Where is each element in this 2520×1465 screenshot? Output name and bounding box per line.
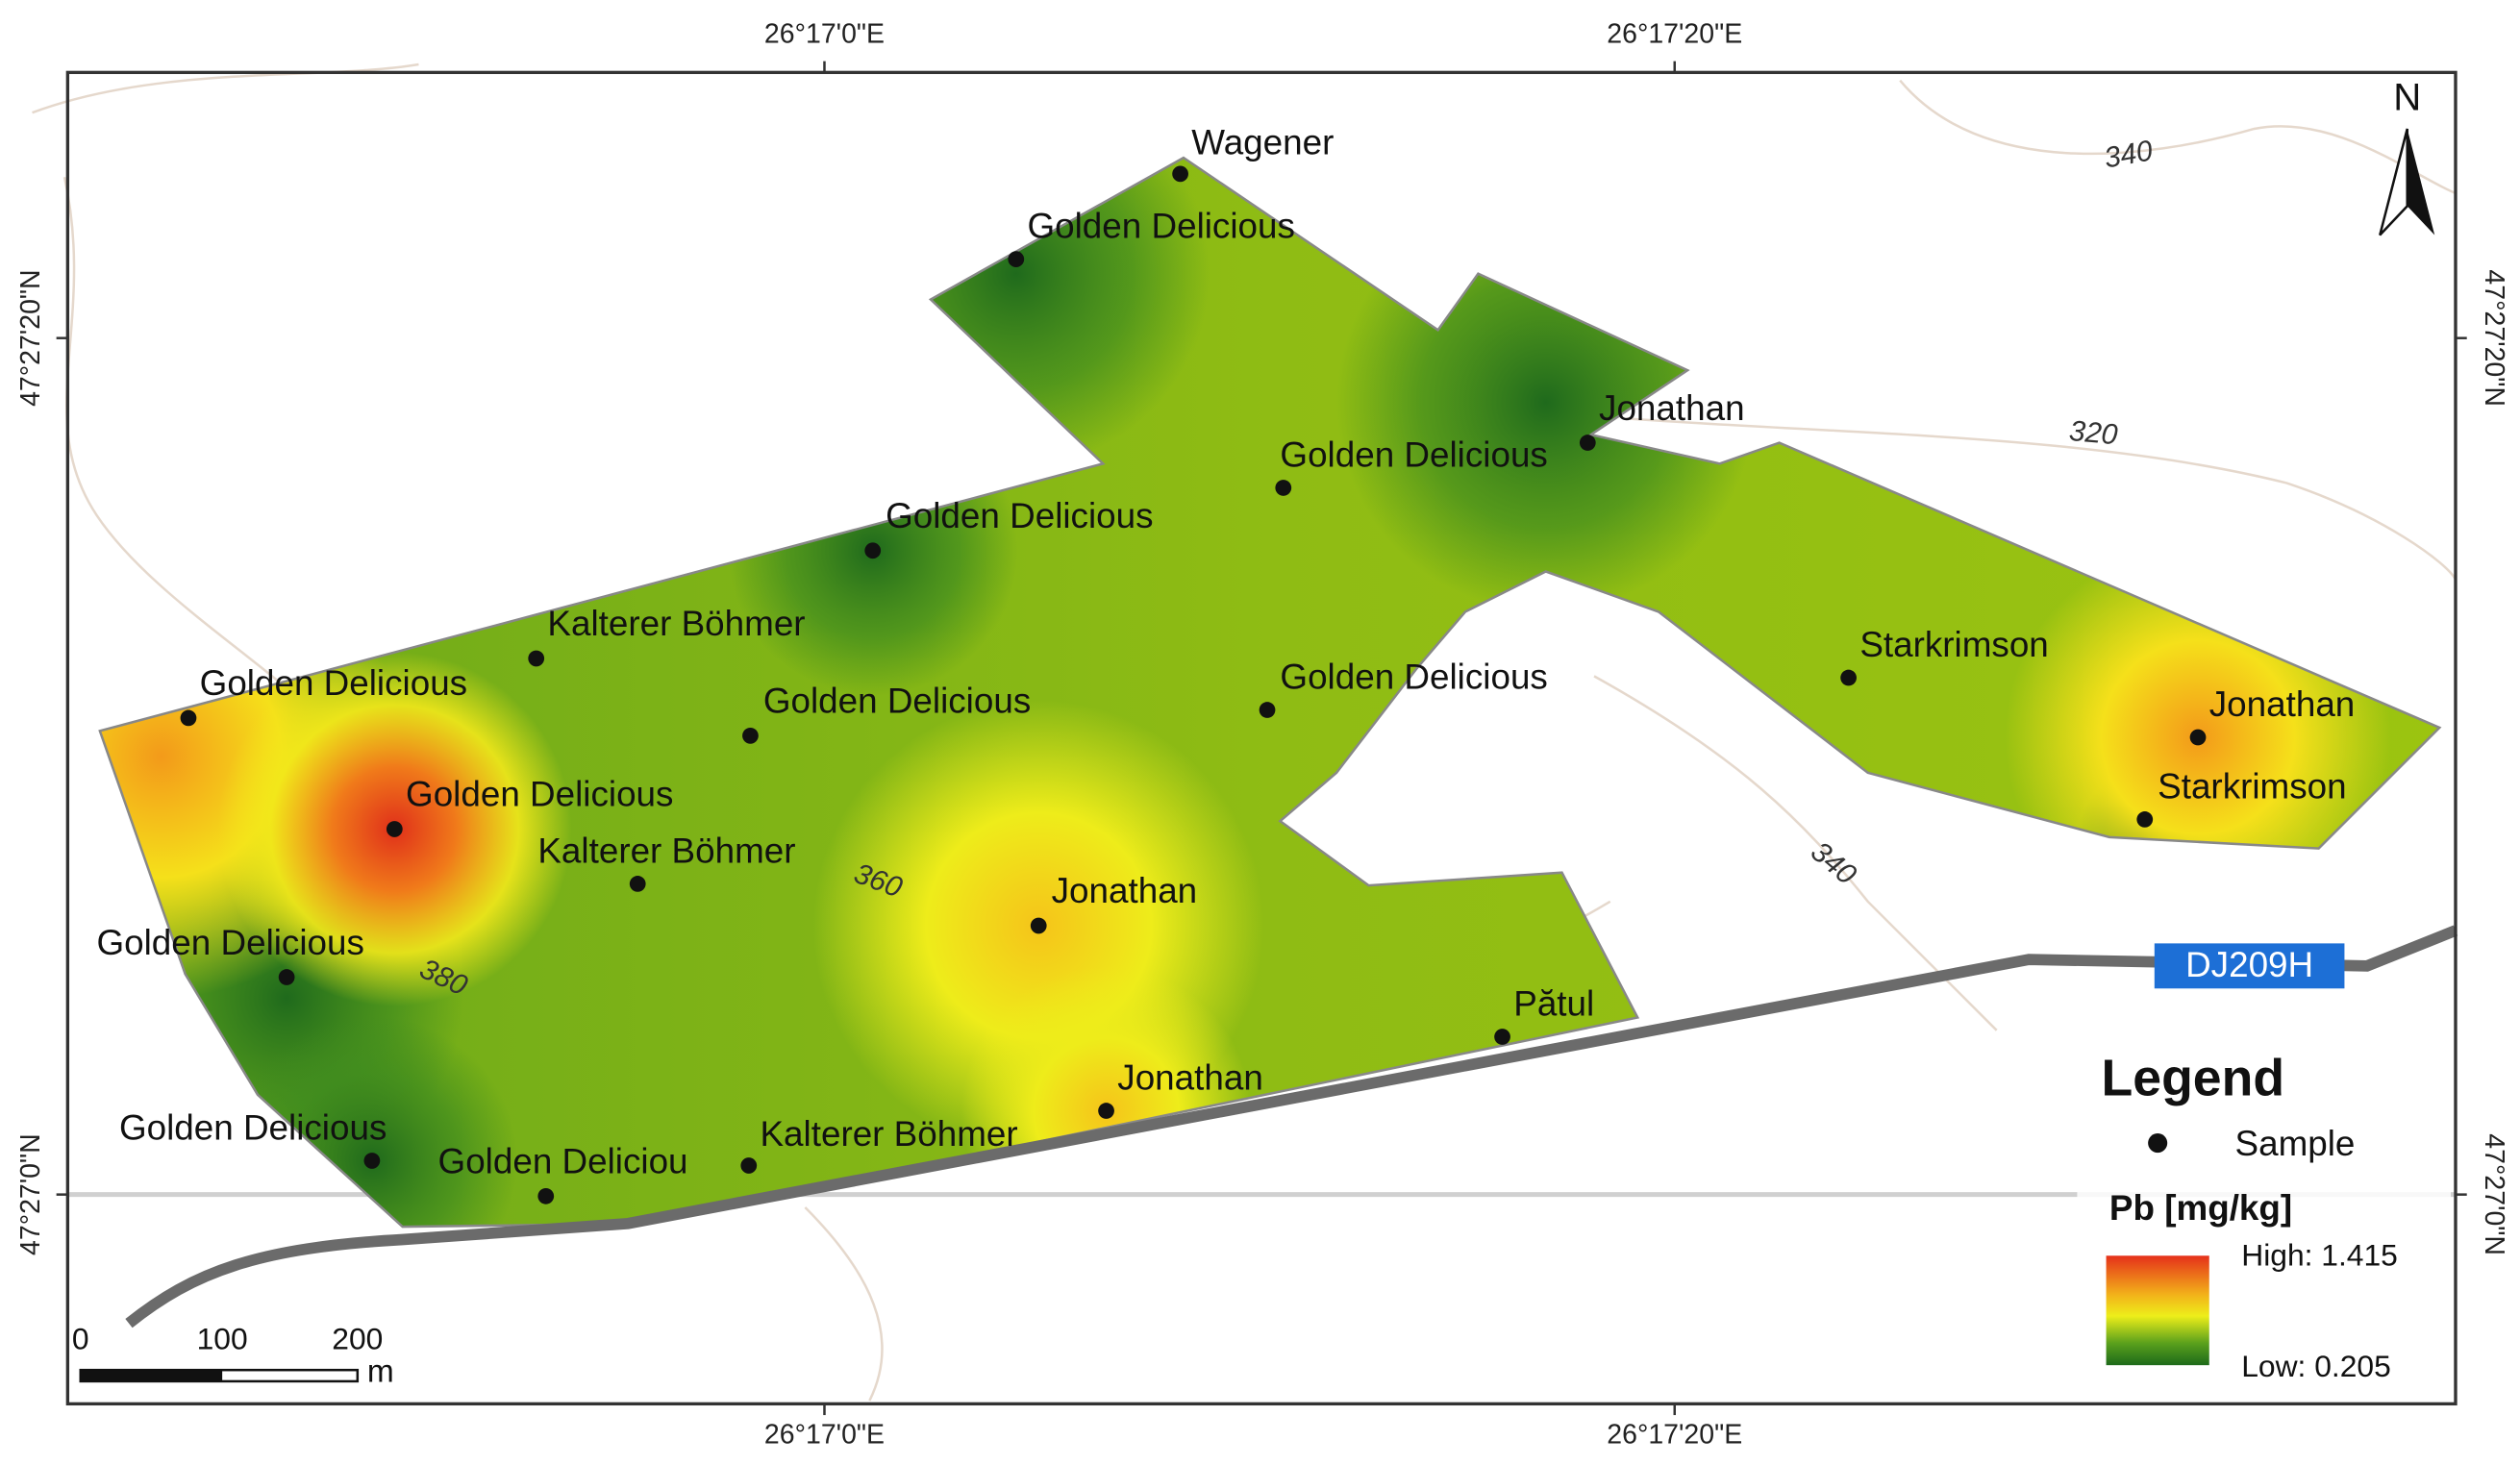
sample-label: Jonathan [1052, 871, 1198, 910]
north-label: N [2393, 75, 2421, 118]
graticule-label-bottom: 26°17'20"E [1607, 1419, 1742, 1450]
sample-point [1494, 1029, 1510, 1045]
sample-point [386, 821, 403, 837]
legend-high: High: 1.415 [2241, 1237, 2398, 1272]
sample-point [1098, 1103, 1114, 1119]
sample-label: Wagener [1191, 122, 1334, 161]
sample-point [864, 542, 882, 559]
scale-bar [79, 1368, 360, 1383]
sample-point [1579, 435, 1596, 451]
sample-point [2136, 811, 2154, 828]
graticule-label-left: 47°27'0"N [15, 1133, 46, 1255]
sample-point [740, 1157, 758, 1174]
sample-label: Starkrimson [1859, 625, 2048, 664]
sample-label: Starkrimson [2158, 766, 2346, 806]
sample-label: Golden Delicious [97, 923, 364, 962]
scale-tick-label: 100 [197, 1321, 248, 1355]
road-label: DJ209H [2185, 945, 2313, 984]
sample-point [2189, 729, 2207, 746]
sample-label: Jonathan [1117, 1057, 1263, 1097]
sample-point [180, 709, 197, 727]
road [125, 925, 2458, 1328]
sample-point [528, 650, 545, 667]
sample-label: Golden Delicious [119, 1107, 387, 1147]
graticule-ticks [56, 61, 2467, 1416]
sample-point [742, 727, 759, 744]
map-frame [65, 70, 2458, 1406]
sample-label: Jonathan [1599, 388, 1745, 428]
sample-label: Golden Delicious [200, 663, 467, 703]
graticule-label-left: 47°27'20"N [15, 269, 46, 406]
sample-point [537, 1187, 555, 1204]
legend-sample: Sample [2235, 1124, 2356, 1163]
scale-tick-label: 0 [72, 1321, 89, 1355]
scale-unit: m [367, 1353, 394, 1389]
sample-point [1030, 917, 1047, 934]
sample-point [1172, 165, 1188, 183]
sample-label: Golden Delicious [1280, 657, 1547, 696]
legend-low: Low: 0.205 [2241, 1349, 2391, 1383]
sample-label: Kalterer Böhmer [760, 1114, 1017, 1154]
sample-point [1259, 702, 1276, 718]
sample-label: Golden Delicious [1028, 207, 1295, 246]
road-shield [2154, 943, 2345, 989]
legend-field: Pb [mg/kg] [2109, 1188, 2292, 1228]
graticule-label-bottom: 26°17'0"E [764, 1419, 885, 1450]
sample-point [1008, 251, 1025, 268]
sample-label: Kalterer Böhmer [537, 831, 795, 870]
sample-label: Kalterer Böhmer [547, 604, 805, 643]
sample-point [1840, 669, 1857, 686]
contour-label: 320 [2068, 415, 2119, 451]
graticule-label-right: 47°27'0"N [2479, 1133, 2509, 1255]
scale-tick-label: 200 [332, 1321, 383, 1355]
legend-title: Legend [2102, 1050, 2285, 1107]
sample-label: Golden Delicious [886, 496, 1153, 535]
sample-point [629, 876, 646, 892]
sample-label: Golden Deliciou [438, 1142, 688, 1181]
legend [2077, 1030, 2451, 1398]
labels: Wagener Golden Delicious Jonathan Golden De… [15, 18, 2509, 1450]
sample-point [278, 969, 295, 985]
sample-point [363, 1153, 381, 1169]
graticule-label-top: 26°17'20"E [1607, 18, 1742, 49]
graticule-label-right: 47°27'20"N [2479, 269, 2509, 406]
sample-label: Golden Delicious [1280, 435, 1547, 474]
sample-label: Golden Delicious [406, 775, 673, 814]
sample-label: Pătul [1513, 983, 1594, 1023]
sample-point [1275, 480, 1292, 496]
sample-label: Golden Delicious [763, 682, 1031, 721]
graticule-label-top: 26°17'0"E [764, 18, 885, 49]
sample-label: Jonathan [2209, 684, 2356, 724]
